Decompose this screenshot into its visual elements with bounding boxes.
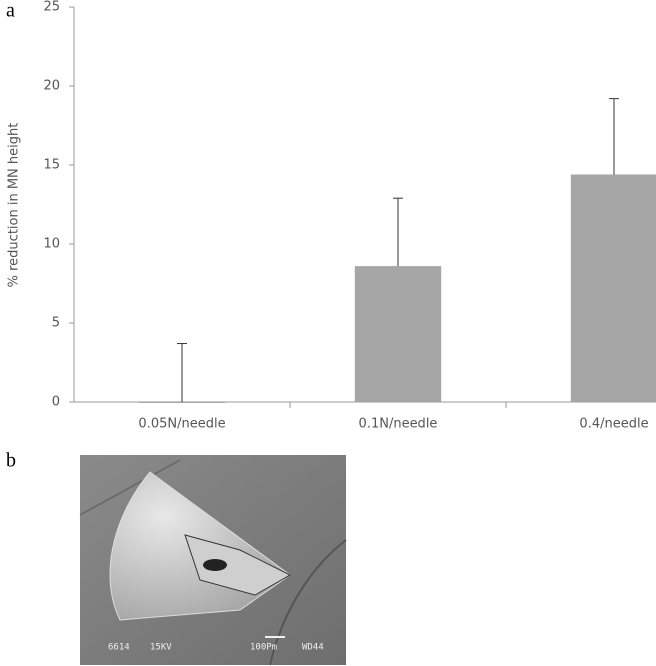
y-tick-label: 5 xyxy=(52,316,60,331)
image-label: 100Pm xyxy=(250,643,277,653)
x-tick-label: 0.4/needle xyxy=(579,417,648,432)
bar xyxy=(138,402,226,403)
y-tick-label: 20 xyxy=(43,79,60,94)
bar xyxy=(354,266,442,402)
image-label: 15KV xyxy=(150,643,172,653)
y-axis-label: % reduction in MN height xyxy=(7,123,22,288)
y-tick-label: 0 xyxy=(52,395,60,410)
x-tick-label: 0.05N/needle xyxy=(138,417,225,432)
bar xyxy=(570,174,656,402)
y-tick-label: 15 xyxy=(43,158,60,173)
y-tick-label: 10 xyxy=(43,237,60,252)
image-label: WD44 xyxy=(302,643,324,653)
panel-label: a xyxy=(6,0,15,22)
image-label: 6614 xyxy=(108,643,130,653)
sem-image xyxy=(79,455,347,666)
panel-label: b xyxy=(6,450,16,472)
x-tick-label: 0.1N/needle xyxy=(359,417,438,432)
y-tick-label: 25 xyxy=(43,0,60,15)
